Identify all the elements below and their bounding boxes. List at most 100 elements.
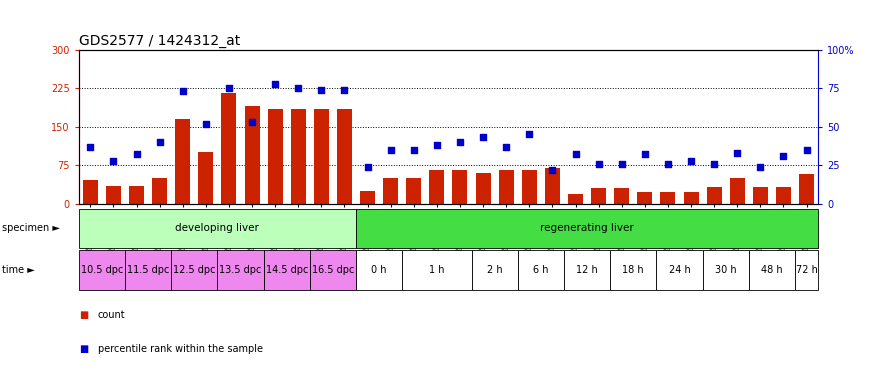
Bar	[310, 250, 356, 290]
Bar	[199, 152, 214, 204]
Bar	[518, 250, 564, 290]
Bar	[314, 109, 329, 204]
Bar	[172, 250, 217, 290]
Text: 12 h: 12 h	[577, 265, 598, 275]
Bar	[106, 185, 121, 204]
Point	[522, 131, 536, 137]
Bar	[614, 188, 629, 204]
Text: 6 h: 6 h	[533, 265, 549, 275]
Point	[731, 150, 745, 156]
Bar	[356, 250, 403, 290]
Bar	[610, 250, 656, 290]
Point	[383, 147, 397, 153]
Text: 10.5 dpc: 10.5 dpc	[80, 265, 123, 275]
Point	[661, 161, 675, 167]
Text: regenerating liver: regenerating liver	[540, 223, 634, 233]
Bar	[402, 250, 472, 290]
Point	[291, 85, 305, 91]
Point	[615, 161, 629, 167]
Text: count: count	[98, 310, 126, 320]
Bar	[360, 191, 375, 204]
Bar	[129, 185, 144, 204]
Point	[314, 87, 328, 93]
Text: 16.5 dpc: 16.5 dpc	[312, 265, 354, 275]
Bar	[79, 250, 125, 290]
Text: specimen ►: specimen ►	[2, 223, 60, 233]
Point	[360, 164, 374, 170]
Point	[83, 144, 97, 150]
Bar	[730, 178, 745, 204]
Text: 48 h: 48 h	[761, 265, 783, 275]
Text: 72 h: 72 h	[795, 265, 817, 275]
Point	[707, 161, 721, 167]
Bar	[472, 250, 518, 290]
Text: 1 h: 1 h	[429, 265, 444, 275]
Point	[407, 147, 421, 153]
Point	[638, 151, 652, 157]
Point	[569, 151, 583, 157]
Bar	[263, 250, 310, 290]
Bar	[564, 250, 610, 290]
Text: developing liver: developing liver	[176, 223, 259, 233]
Text: percentile rank within the sample: percentile rank within the sample	[98, 344, 263, 354]
Text: 14.5 dpc: 14.5 dpc	[265, 265, 308, 275]
Bar	[568, 194, 583, 204]
Point	[338, 87, 352, 93]
Text: 12.5 dpc: 12.5 dpc	[173, 265, 215, 275]
Bar	[683, 192, 698, 204]
Point	[753, 164, 767, 170]
Bar	[545, 168, 560, 204]
Point	[199, 121, 213, 127]
Bar	[707, 187, 722, 204]
Point	[176, 88, 190, 94]
Text: 30 h: 30 h	[715, 265, 737, 275]
Text: 2 h: 2 h	[487, 265, 502, 275]
Bar	[430, 170, 444, 204]
Bar	[83, 180, 98, 204]
Bar	[290, 109, 305, 204]
Bar	[749, 250, 795, 290]
Point	[222, 85, 236, 91]
Bar	[221, 93, 236, 204]
Text: ■: ■	[79, 344, 88, 354]
Point	[776, 153, 790, 159]
Bar	[244, 106, 260, 204]
Bar	[656, 250, 703, 290]
Bar	[703, 250, 749, 290]
Point	[592, 161, 605, 167]
Point	[245, 119, 259, 125]
Text: 13.5 dpc: 13.5 dpc	[220, 265, 262, 275]
Text: 24 h: 24 h	[668, 265, 690, 275]
Bar	[752, 187, 768, 204]
Point	[476, 134, 490, 141]
Bar	[79, 209, 356, 248]
Bar	[776, 187, 791, 204]
Point	[430, 142, 444, 148]
Bar	[795, 250, 818, 290]
Point	[107, 157, 121, 164]
Bar	[383, 178, 398, 204]
Text: time ►: time ►	[2, 265, 34, 275]
Bar	[125, 250, 172, 290]
Point	[130, 151, 144, 157]
Bar	[522, 170, 537, 204]
Bar	[152, 178, 167, 204]
Bar	[337, 109, 352, 204]
Point	[684, 157, 698, 164]
Point	[268, 81, 282, 87]
Bar	[406, 178, 421, 204]
Bar	[268, 109, 283, 204]
Text: 18 h: 18 h	[622, 265, 644, 275]
Text: ■: ■	[79, 310, 88, 320]
Bar	[175, 119, 190, 204]
Point	[152, 139, 166, 145]
Bar	[499, 170, 514, 204]
Point	[800, 147, 814, 153]
Point	[545, 167, 559, 173]
Bar	[452, 170, 467, 204]
Text: GDS2577 / 1424312_at: GDS2577 / 1424312_at	[79, 33, 240, 48]
Point	[500, 144, 514, 150]
Bar	[799, 174, 814, 204]
Text: 11.5 dpc: 11.5 dpc	[127, 265, 169, 275]
Bar	[356, 209, 818, 248]
